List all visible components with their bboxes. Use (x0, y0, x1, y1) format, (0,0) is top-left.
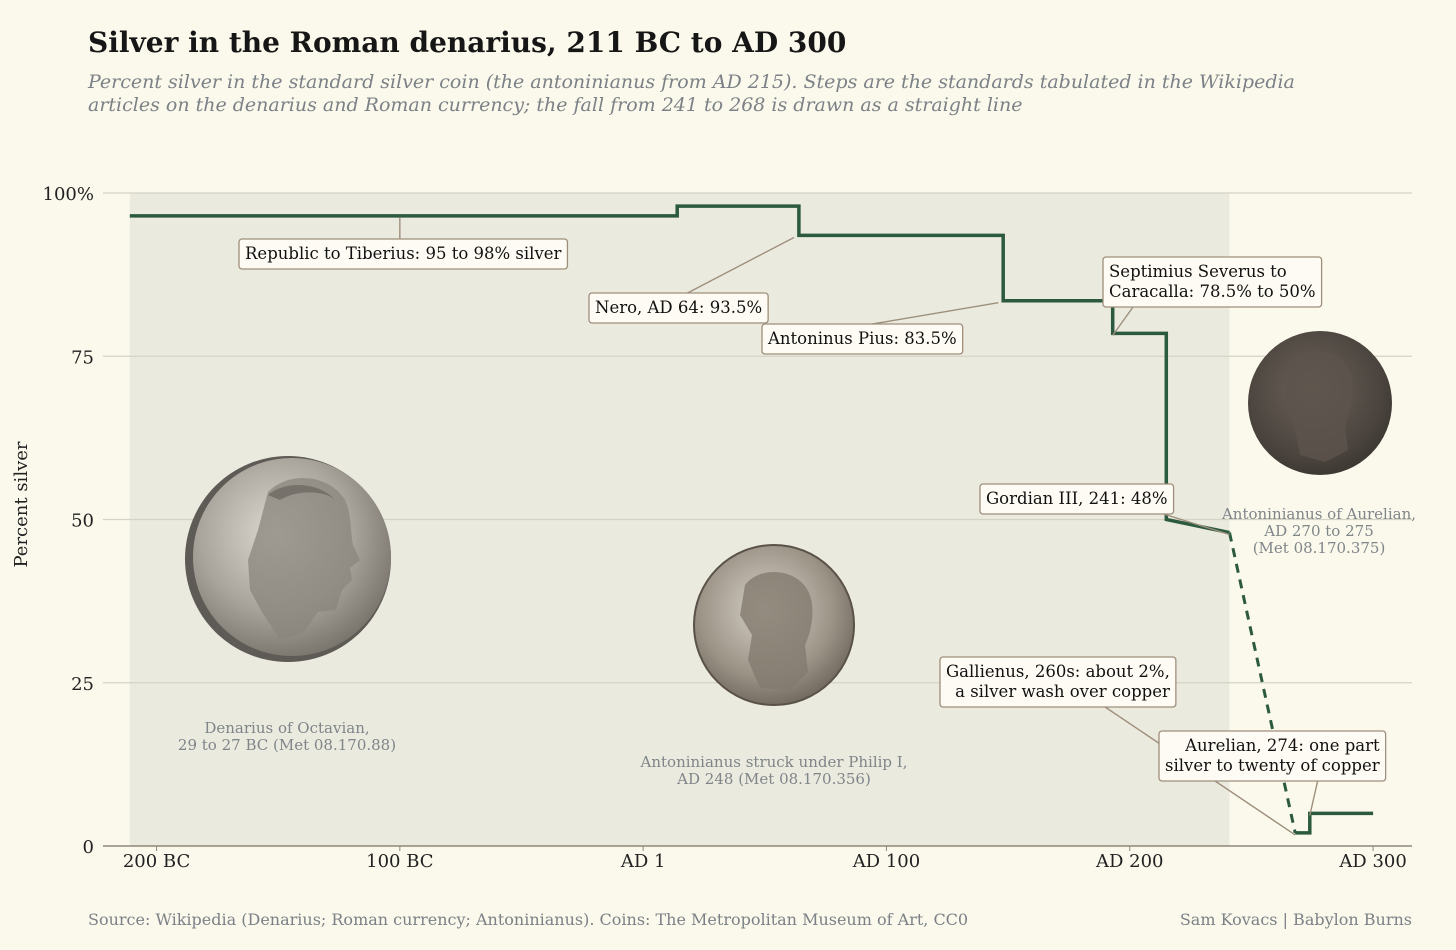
y-tick-label: 100% (43, 184, 94, 205)
y-tick-label: 50 (71, 511, 94, 532)
coin-octavian-image (185, 456, 391, 662)
y-tick-label: 25 (71, 674, 94, 695)
annotation-text: Republic to Tiberius: 95 to 98% silver (245, 244, 562, 263)
annotation-3: Antoninus Pius: 83.5% (761, 323, 964, 355)
coin-caption-2: Antoninianus struck under Philip I,AD 24… (640, 753, 908, 788)
y-tick-label: 0 (83, 837, 94, 858)
annotation-2: Nero, AD 64: 93.5% (588, 292, 769, 324)
annotation-leader (1163, 513, 1230, 536)
chart-title: Silver in the Roman denarius, 211 BC to … (88, 26, 847, 59)
series-line-2 (1228, 532, 1297, 834)
annotation-box (979, 483, 1175, 515)
coin-aurelian-image (1248, 331, 1392, 475)
annotation-text: Nero, AD 64: 93.5% (595, 298, 762, 317)
coin-caption-line: AD 248 (Met 08.170.356) (676, 770, 871, 788)
x-tick-label: 100 BC (366, 851, 433, 872)
series-line-3 (1295, 811, 1374, 835)
annotation-6: Gallienus, 260s: about 2%,a silver wash … (939, 656, 1177, 708)
annotation-text: Aurelian, 274: one part (1184, 736, 1380, 755)
annotation-box (588, 292, 769, 324)
series-line-1 (129, 204, 1230, 535)
coin-philip-image (693, 544, 855, 706)
x-tick-label: 200 BC (123, 851, 190, 872)
chart-subtitle: Percent silver in the standard silver co… (88, 71, 1295, 116)
x-tick-label: AD 1 (620, 851, 666, 872)
annotation-text: Antoninus Pius: 83.5% (767, 329, 957, 348)
annotation-box (761, 323, 964, 355)
coin-caption-line: Antoninianus struck under Philip I, (640, 753, 908, 771)
annotation-text: Gordian III, 241: 48% (986, 489, 1168, 508)
x-tick-label: AD 300 (1338, 851, 1407, 872)
coin-caption-line: Antoninianus of Aurelian, (1221, 505, 1416, 523)
x-tick-label: AD 200 (1095, 851, 1164, 872)
coin-caption-3: Antoninianus of Aurelian,AD 270 to 275(M… (1221, 505, 1416, 557)
chart-credit: Sam Kovacs | Babylon Burns (1179, 910, 1412, 929)
annotation-box (1158, 730, 1387, 782)
annotation-box (238, 238, 569, 270)
coin-caption-1: Denarius of Octavian,29 to 27 BC (Met 08… (178, 719, 396, 754)
annotation-leader (687, 236, 795, 294)
coin-caption-line: Denarius of Octavian, (204, 719, 369, 737)
annotation-box (939, 656, 1177, 708)
annotation-text: silver to twenty of copper (1165, 756, 1380, 775)
coin-caption-line: 29 to 27 BC (Met 08.170.88) (178, 736, 396, 754)
y-axis-title: Percent silver (11, 441, 32, 567)
annotation-text: Caracalla: 78.5% to 50% (1109, 282, 1316, 301)
annotation-leader (872, 302, 999, 325)
annotation-5: Gordian III, 241: 48% (979, 483, 1175, 515)
annotation-text: a silver wash over copper (955, 682, 1170, 701)
annotation-1: Republic to Tiberius: 95 to 98% silver (238, 238, 569, 270)
annotation-leader (1309, 780, 1319, 816)
annotation-text: Septimius Severus to (1109, 262, 1287, 281)
annotation-text: Gallienus, 260s: about 2%, (946, 662, 1170, 681)
annotation-box (1102, 256, 1323, 308)
chart-source: Source: Wikipedia (Denarius; Roman curre… (88, 910, 969, 929)
y-tick-label: 75 (71, 347, 94, 368)
coin-caption-line: AD 270 to 275 (1263, 522, 1373, 540)
x-tick-label: AD 100 (852, 851, 921, 872)
coin-caption-line: (Met 08.170.375) (1253, 539, 1386, 557)
annotation-leader (1112, 306, 1134, 336)
